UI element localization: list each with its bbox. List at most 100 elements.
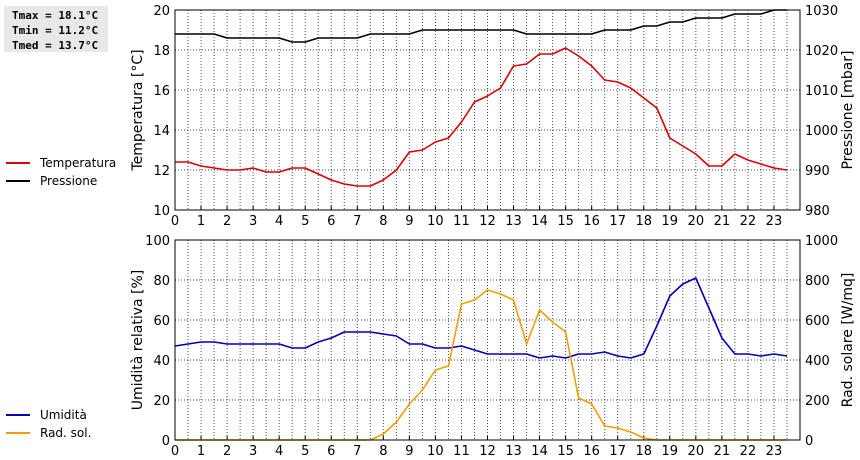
x-tick-label: 2 — [223, 214, 231, 229]
y-left-tick-label: 20 — [153, 394, 170, 409]
y-left-tick-label: 12 — [153, 164, 170, 179]
y-right-tick-label: 980 — [805, 204, 830, 219]
legend-label-pressione: Pressione — [40, 174, 98, 188]
x-tick-label: 8 — [379, 444, 387, 459]
x-tick-label: 7 — [353, 444, 361, 459]
x-tick-label: 22 — [740, 214, 757, 229]
x-tick-label: 16 — [583, 214, 600, 229]
legend-swatch-temperatura — [6, 162, 30, 164]
x-tick-label: 13 — [505, 214, 522, 229]
y-left-axis-label: Temperatura [°C] — [130, 49, 146, 171]
y-right-tick-label: 1000 — [805, 234, 838, 249]
y-left-tick-label: 14 — [153, 124, 170, 139]
x-tick-label: 18 — [635, 444, 652, 459]
y-right-axis-label: Rad. solare [W/mq] — [840, 273, 856, 408]
x-tick-label: 10 — [427, 214, 444, 229]
y-right-tick-label: 600 — [805, 314, 830, 329]
legend-item-pressione: Pressione — [6, 172, 116, 190]
x-tick-label: 23 — [766, 444, 783, 459]
x-tick-label: 0 — [171, 214, 179, 229]
y-right-axis-label: Pressione [mbar] — [840, 50, 856, 169]
legend-label-umidita: Umidità — [40, 408, 87, 422]
y-right-tick-label: 1020 — [805, 44, 838, 59]
y-right-tick-label: 1000 — [805, 124, 838, 139]
stats-tmin: Tmin = 11.2°C — [12, 24, 99, 37]
x-tick-label: 5 — [301, 214, 309, 229]
x-tick-label: 19 — [662, 214, 679, 229]
x-tick-label: 6 — [327, 444, 335, 459]
x-tick-label: 11 — [453, 214, 470, 229]
y-right-tick-label: 1010 — [805, 84, 838, 99]
x-tick-label: 0 — [171, 444, 179, 459]
legend-bottom: Umidità Rad. sol. — [6, 406, 91, 442]
x-tick-label: 7 — [353, 214, 361, 229]
x-tick-label: 15 — [557, 444, 574, 459]
y-left-tick-label: 10 — [153, 204, 170, 219]
y-left-tick-label: 18 — [153, 44, 170, 59]
series-line-rad-sol — [175, 289, 787, 441]
legend-item-radsol: Rad. sol. — [6, 424, 91, 442]
y-left-axis-label: Umidità relativa [%] — [130, 270, 146, 411]
x-tick-label: 12 — [479, 444, 496, 459]
y-right-tick-label: 800 — [805, 274, 830, 289]
x-tick-label: 14 — [531, 444, 548, 459]
x-tick-label: 1 — [197, 444, 205, 459]
x-tick-label: 17 — [609, 444, 626, 459]
y-right-tick-label: 990 — [805, 164, 830, 179]
x-tick-label: 1 — [197, 214, 205, 229]
x-tick-label: 15 — [557, 214, 574, 229]
legend-swatch-radsol — [6, 432, 30, 434]
x-tick-label: 11 — [453, 444, 470, 459]
legend-item-temperatura: Temperatura — [6, 154, 116, 172]
x-tick-label: 10 — [427, 444, 444, 459]
plot-frame — [174, 9, 801, 211]
x-tick-label: 12 — [479, 214, 496, 229]
x-tick-label: 9 — [405, 444, 413, 459]
x-tick-label: 22 — [740, 444, 757, 459]
y-left-tick-label: 0 — [162, 434, 170, 449]
x-tick-label: 14 — [531, 214, 548, 229]
x-tick-label: 5 — [301, 444, 309, 459]
y-left-tick-label: 100 — [145, 234, 170, 249]
y-right-tick-label: 200 — [805, 394, 830, 409]
y-left-tick-label: 80 — [153, 274, 170, 289]
y-right-tick-label: 1030 — [805, 4, 838, 19]
y-left-tick-label: 40 — [153, 354, 170, 369]
x-tick-label: 21 — [714, 444, 731, 459]
x-tick-label: 21 — [714, 214, 731, 229]
x-tick-label: 17 — [609, 214, 626, 229]
x-tick-label: 4 — [275, 444, 283, 459]
stats-tmed: Tmed = 13.7°C — [12, 39, 99, 52]
stats-box: Tmax = 18.1°C Tmin = 11.2°C Tmed = 13.7°… — [4, 6, 108, 52]
x-tick-label: 23 — [766, 214, 783, 229]
x-tick-label: 4 — [275, 214, 283, 229]
legend-item-umidita: Umidità — [6, 406, 91, 424]
x-tick-label: 3 — [249, 214, 257, 229]
y-left-tick-label: 16 — [153, 84, 170, 99]
x-tick-label: 20 — [688, 214, 705, 229]
y-right-tick-label: 400 — [805, 354, 830, 369]
series-line-umidit — [174, 277, 788, 359]
plot-frame — [174, 239, 801, 441]
legend-label-temperatura: Temperatura — [40, 156, 117, 170]
x-tick-label: 16 — [583, 444, 600, 459]
y-right-tick-label: 0 — [805, 434, 813, 449]
x-tick-label: 13 — [505, 444, 522, 459]
x-tick-label: 19 — [662, 444, 679, 459]
x-tick-label: 8 — [379, 214, 387, 229]
legend-swatch-umidita — [6, 414, 30, 416]
x-tick-label: 3 — [249, 444, 257, 459]
x-tick-label: 6 — [327, 214, 335, 229]
stats-tmax: Tmax = 18.1°C — [12, 9, 99, 22]
y-left-tick-label: 60 — [153, 314, 170, 329]
legend-top: Temperatura Pressione — [6, 154, 116, 190]
series-line-pressione — [175, 9, 787, 43]
x-tick-label: 18 — [635, 214, 652, 229]
x-tick-label: 2 — [223, 444, 231, 459]
x-tick-label: 9 — [405, 214, 413, 229]
x-tick-label: 20 — [688, 444, 705, 459]
series-line-temperatura — [175, 47, 788, 187]
y-left-tick-label: 20 — [153, 4, 170, 19]
legend-swatch-pressione — [6, 180, 30, 182]
